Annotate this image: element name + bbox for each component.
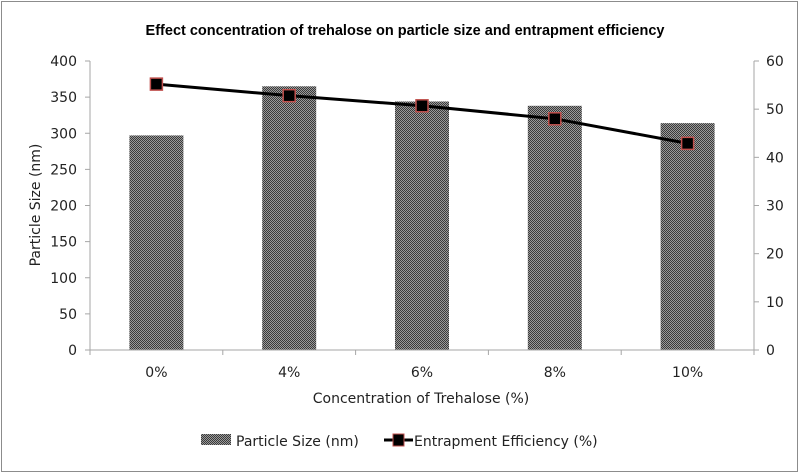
line-series — [149, 77, 695, 151]
bar-0% — [129, 135, 184, 350]
tick-labels: 0 50 100 150 200 250 300 350 400 0 10 20 30 40 50 60 0% 4… — [50, 54, 784, 381]
legend: Particle Size (nm) Entrapment Efficiency … — [201, 433, 598, 450]
bar-series — [129, 86, 715, 351]
legend-label-entrapment: Entrapment Efficiency (%) — [414, 434, 598, 450]
y2-tick-label: 50 — [766, 102, 784, 118]
bar-10% — [660, 123, 715, 350]
y-tick-label: 250 — [50, 162, 77, 178]
bar-4% — [262, 86, 317, 350]
y-tick-label: 50 — [59, 307, 77, 323]
y2-tick-label: 20 — [766, 247, 784, 263]
y-tick-label: 350 — [50, 90, 77, 106]
y-tick-label: 150 — [50, 235, 77, 251]
x-tick-label: 4% — [278, 365, 300, 381]
y-axis-label: Particle Size (nm) — [28, 144, 44, 267]
y-tick-label: 100 — [50, 271, 77, 287]
marker-10% — [680, 136, 695, 151]
y2-tick-label: 0 — [766, 343, 775, 359]
legend-swatch-particle-size — [201, 434, 231, 445]
y2-tick-label: 30 — [766, 199, 784, 215]
y-tick-label: 300 — [50, 126, 77, 142]
y-tick-label: 0 — [68, 343, 77, 359]
marker-0% — [149, 77, 164, 91]
axes — [85, 60, 759, 355]
x-axis-label: Concentration of Trehalose (%) — [313, 391, 529, 407]
legend-marker-entrapment — [392, 433, 405, 447]
y2-tick-label: 60 — [766, 54, 784, 70]
legend-label-particle-size: Particle Size (nm) — [236, 434, 359, 450]
y2-tick-label: 40 — [766, 150, 784, 166]
x-tick-label: 6% — [411, 365, 433, 381]
x-tick-label: 10% — [672, 365, 703, 381]
x-tick-label: 0% — [145, 365, 167, 381]
y2-tick-label: 10 — [766, 295, 784, 311]
marker-8% — [548, 112, 562, 126]
y-tick-label: 200 — [50, 199, 77, 215]
chart-title: Effect concentration of trehalose on par… — [146, 23, 665, 39]
x-tick-label: 8% — [544, 365, 566, 381]
bar-8% — [527, 105, 582, 350]
marker-4% — [282, 88, 296, 103]
y-tick-label: 400 — [50, 54, 77, 70]
bar-6% — [395, 101, 449, 351]
marker-6% — [415, 99, 429, 113]
